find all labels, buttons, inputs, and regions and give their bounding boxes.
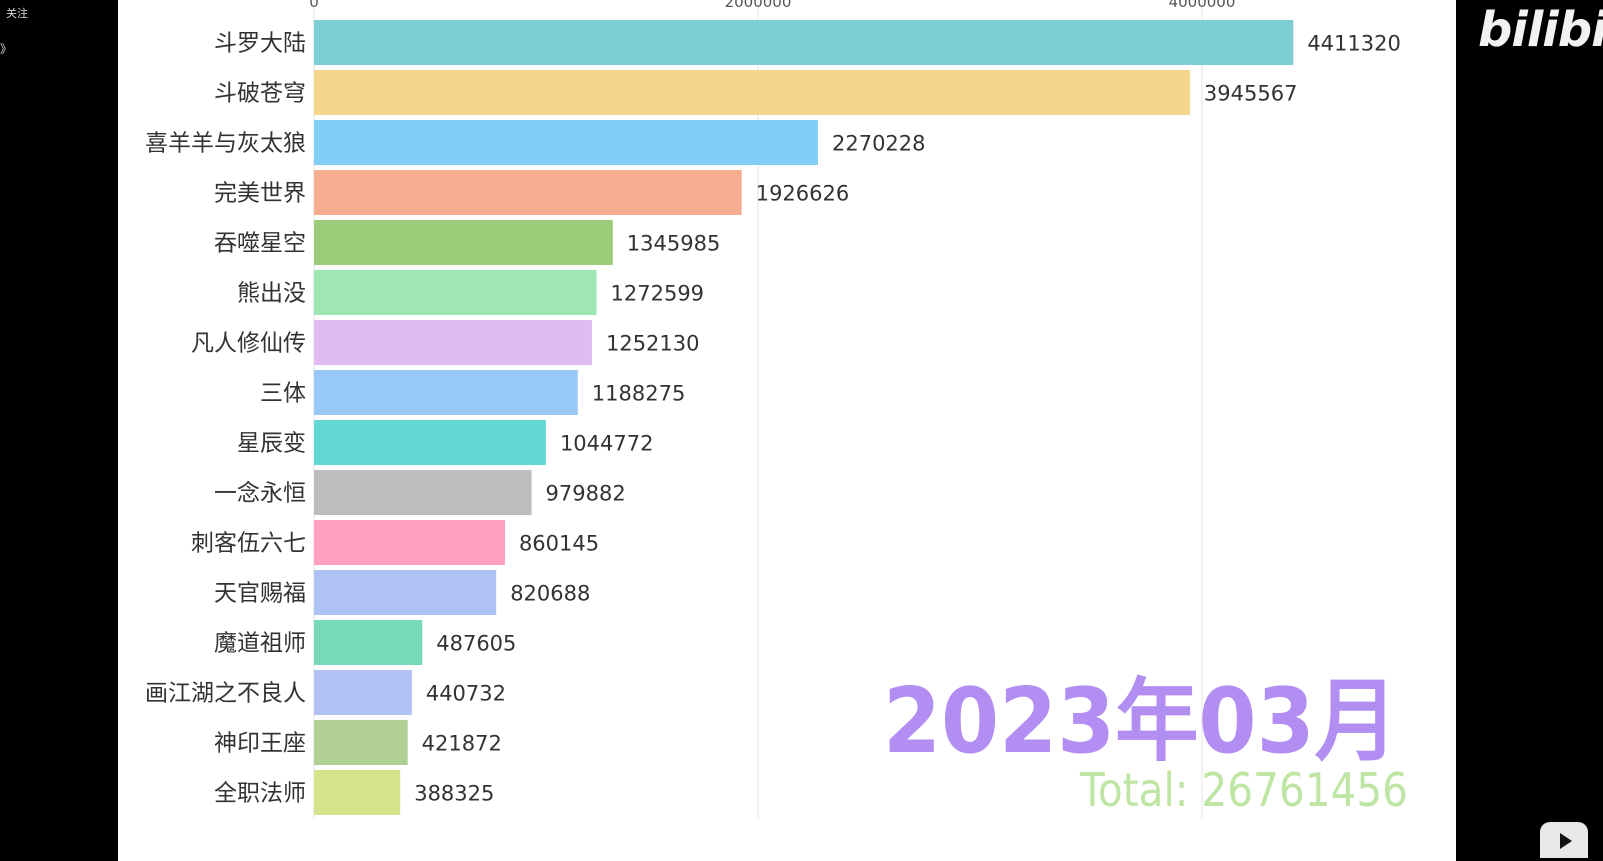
value-label: 1188275 [592,382,686,406]
value-label: 1272599 [611,282,705,306]
bar [314,770,401,815]
value-label: 388325 [414,782,494,806]
bar [314,570,497,615]
bar [314,20,1294,65]
bar [314,720,408,765]
bar [314,470,532,515]
value-label: 860145 [519,532,599,556]
value-label: 440732 [426,682,506,706]
category-label: 天官赐福 [214,581,306,607]
category-label: 魔道祖师 [214,631,306,657]
category-label: 完美世界 [214,181,306,207]
period-label: 2023年03月 [883,669,1398,774]
category-label: 神印王座 [214,731,306,757]
x-tick-label: 4000000 [1169,0,1236,11]
bar [314,320,592,365]
bilibili-tv-icon[interactable] [1540,822,1588,858]
category-label: 一念永恒 [214,481,306,507]
bar [314,220,613,265]
bar [314,70,1190,115]
value-label: 979882 [546,482,626,506]
value-label: 2270228 [832,132,926,156]
category-label: 吞噬星空 [214,231,306,257]
bilibili-logo: bilibili [1478,2,1603,58]
bar [314,120,818,165]
category-label: 全职法师 [214,781,306,807]
left-strip: 关注 》 [0,0,118,861]
bar [314,670,412,715]
bar [314,620,423,665]
value-label: 1926626 [756,182,850,206]
category-label: 喜羊羊与灰太狼 [145,131,306,157]
category-label: 刺客伍六七 [191,531,306,557]
bar [314,420,546,465]
more-arrow-icon[interactable]: 》 [0,42,13,56]
bar-chart: 0 2000000 4000000 斗罗大陆 4411320 斗破苍穹 3945567 喜羊羊… [145,0,1408,818]
value-label: 421872 [422,732,502,756]
bar [314,370,578,415]
category-label: 三体 [260,381,306,407]
value-label: 3945567 [1204,82,1298,106]
bar [314,520,505,565]
category-label: 画江湖之不良人 [145,681,306,707]
category-label: 星辰变 [237,431,306,457]
total-label: Total: 26761456 [1079,763,1408,817]
value-label: 487605 [436,632,516,656]
bar [314,170,742,215]
follow-label[interactable]: 关注 [6,7,28,20]
chart-panel: 0 2000000 4000000 斗罗大陆 4411320 斗破苍穹 3945567 喜羊羊… [118,0,1456,861]
x-tick-label: 0 [309,0,319,11]
category-label: 凡人修仙传 [191,331,306,357]
value-label: 1345985 [627,232,721,256]
x-tick-label: 2000000 [725,0,792,11]
category-label: 斗破苍穹 [214,81,306,107]
value-label: 820688 [510,582,590,606]
category-label: 斗罗大陆 [214,31,306,57]
category-label: 熊出没 [237,281,306,307]
value-label: 1044772 [560,432,654,456]
value-label: 1252130 [606,332,700,356]
bar [314,270,597,315]
right-strip [1456,0,1603,861]
value-label: 4411320 [1307,32,1401,56]
